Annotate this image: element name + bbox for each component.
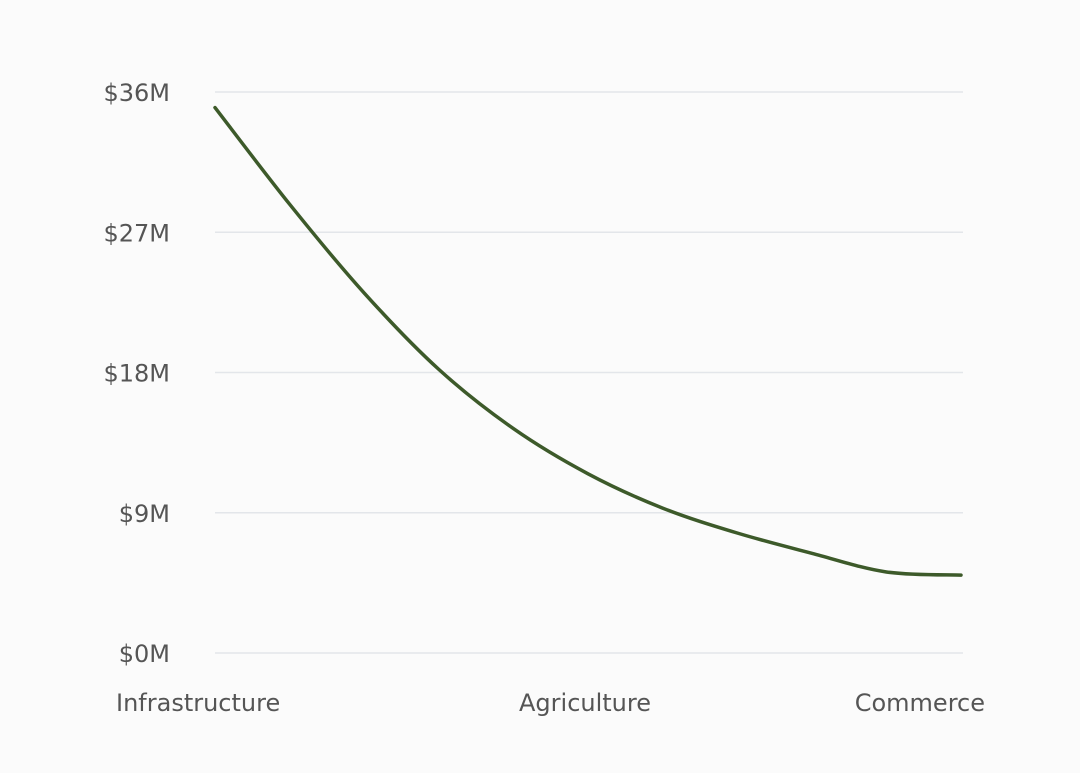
y-tick-label: $27M: [103, 219, 170, 247]
series-line: [213, 105, 963, 577]
x-tick-label: Agriculture: [519, 689, 651, 717]
y-axis-tick-labels: $0M $9M $18M $27M $36M: [103, 79, 170, 668]
x-tick-label: Infrastructure: [116, 689, 280, 717]
x-axis-tick-labels: Infrastructure Agriculture Commerce: [116, 689, 985, 717]
y-tick-label: $9M: [119, 500, 170, 528]
series-layer: [213, 105, 963, 577]
y-tick-label: $0M: [119, 640, 170, 668]
y-tick-label: $36M: [103, 79, 170, 107]
y-tick-label: $18M: [103, 360, 170, 388]
grid-lines: [215, 91, 963, 654]
x-tick-label: Commerce: [855, 689, 985, 717]
